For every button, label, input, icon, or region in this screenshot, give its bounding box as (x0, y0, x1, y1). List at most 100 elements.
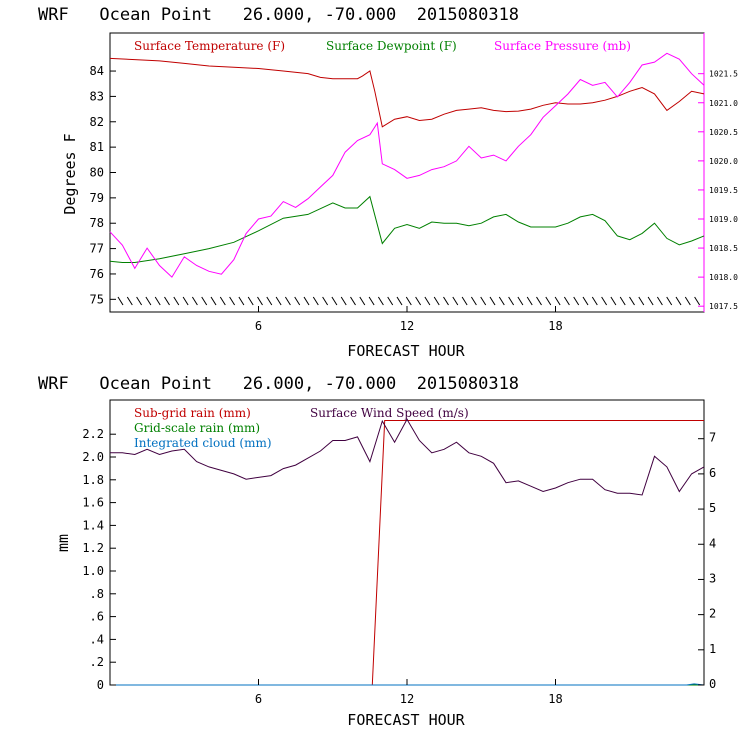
wind-barb (136, 296, 143, 306)
wind-barb (591, 296, 598, 306)
wind-barb (433, 296, 440, 306)
wind-barb (275, 296, 282, 306)
wind-barb (629, 296, 635, 306)
y-tick-label: 77 (90, 242, 104, 256)
series-line-sub-grid-rain (110, 420, 704, 686)
wind-barb (563, 296, 570, 306)
wind-barb (331, 296, 338, 306)
legend-surface-pressure: Surface Pressure (mb) (494, 39, 631, 53)
wind-barb (201, 296, 208, 306)
series-line-integrated-cloud (110, 683, 705, 686)
y2-tick-label: 2 (709, 607, 716, 621)
y-tick-label: 1.0 (82, 564, 104, 578)
y2-tick-label: 0 (709, 677, 716, 691)
series-line-surface-wind-speed (110, 418, 705, 496)
wind-barb (294, 296, 301, 306)
wind-barb (675, 296, 682, 306)
wind-barb (173, 296, 180, 306)
wind-barb (303, 296, 310, 306)
wind-barb (145, 296, 152, 306)
y2-tick-label: 1021.5 (709, 70, 738, 79)
y-tick-label: 75 (90, 292, 104, 306)
wind-barb (154, 296, 161, 306)
panel-bottom-ylabel: mm (54, 534, 72, 552)
panel-top: WRF Ocean Point 26.000, -70.000 20150803… (38, 5, 738, 360)
wind-barb (322, 296, 329, 306)
series-line-surface-dewpoint (109, 195, 705, 263)
wind-barb (489, 296, 496, 306)
series-line-surface-temperature (109, 57, 705, 128)
wind-barb (666, 296, 673, 306)
y2-tick-label: 3 (709, 571, 716, 585)
y-tick-label: 84 (90, 64, 104, 78)
y-tick-label: 2.2 (82, 427, 104, 441)
wind-barb (694, 296, 701, 306)
wind-barb (219, 296, 226, 306)
y-tick-label: 80 (90, 166, 104, 180)
wind-barb (461, 296, 468, 306)
wind-barb (610, 296, 617, 306)
wind-barb (684, 296, 691, 306)
wind-barb (238, 296, 245, 306)
wind-barb (350, 296, 356, 306)
x-tick-label: 18 (548, 319, 562, 333)
wind-barb (582, 296, 589, 306)
y2-tick-label: 1021.0 (709, 99, 738, 108)
wind-barb (191, 296, 198, 306)
wind-barb (266, 296, 273, 306)
x-tick-label: 6 (255, 319, 262, 333)
wind-barb (452, 296, 459, 306)
wind-barb (117, 296, 124, 306)
wind-barb (368, 296, 375, 306)
wind-barb (396, 296, 403, 306)
y2-tick-label: 6 (709, 466, 716, 480)
wind-barb (424, 296, 431, 306)
y-tick-label: 1.2 (82, 541, 104, 555)
wind-barb (312, 296, 319, 306)
wind-barb (359, 296, 366, 306)
legend-integrated-cloud: Integrated cloud (mm) (134, 436, 272, 450)
y-tick-label: 78 (90, 216, 104, 230)
x-tick-label: 6 (255, 692, 262, 706)
wind-barb (387, 296, 394, 306)
panel-top-ylabel: Degrees F (61, 133, 79, 214)
y-tick-label: 1.6 (82, 496, 104, 510)
y-tick-label: .6 (90, 610, 104, 624)
y-tick-label: 76 (90, 267, 104, 281)
wind-barb (638, 296, 645, 306)
wind-barb (229, 296, 236, 306)
panel-bottom-xlabel: FORECAST HOUR (347, 711, 465, 729)
wind-barb (647, 296, 654, 306)
wind-barb (210, 296, 217, 306)
y2-tick-label: 1018.0 (709, 273, 738, 282)
legend-surface-wind-speed: Surface Wind Speed (m/s) (310, 406, 469, 420)
y-tick-label: 79 (90, 191, 104, 205)
panel-top-frame (109, 32, 705, 313)
y2-tick-label: 1020.0 (709, 157, 738, 166)
wind-barb (508, 296, 515, 306)
y2-tick-label: 7 (709, 431, 716, 445)
wind-barb (554, 296, 561, 306)
y2-tick-label: 5 (709, 501, 716, 515)
wind-barb (498, 296, 505, 306)
y2-tick-label: 1019.5 (709, 186, 738, 195)
wind-barb (517, 296, 524, 306)
wind-barb (284, 296, 291, 306)
wind-barb (247, 296, 254, 306)
y-tick-label: 2.0 (82, 450, 104, 464)
legend-surface-temperature: Surface Temperature (F) (134, 39, 285, 53)
y-tick-label: 82 (90, 115, 104, 129)
y-tick-label: .8 (90, 587, 104, 601)
y2-tick-label: 1019.0 (709, 215, 738, 224)
y2-tick-label: 1 (709, 642, 716, 656)
y2-tick-label: 1020.5 (709, 128, 738, 137)
series-line-surface-pressure (109, 52, 705, 278)
y-tick-label: 81 (90, 140, 104, 154)
wind-barb (573, 296, 580, 306)
y-tick-label: 1.4 (82, 518, 104, 532)
wind-barb (415, 296, 422, 306)
y-tick-label: .4 (90, 632, 104, 646)
panel-bottom-title: WRF Ocean Point 26.000, -70.000 20150803… (38, 374, 519, 394)
panel-bottom: WRF Ocean Point 26.000, -70.000 20150803… (38, 374, 716, 729)
